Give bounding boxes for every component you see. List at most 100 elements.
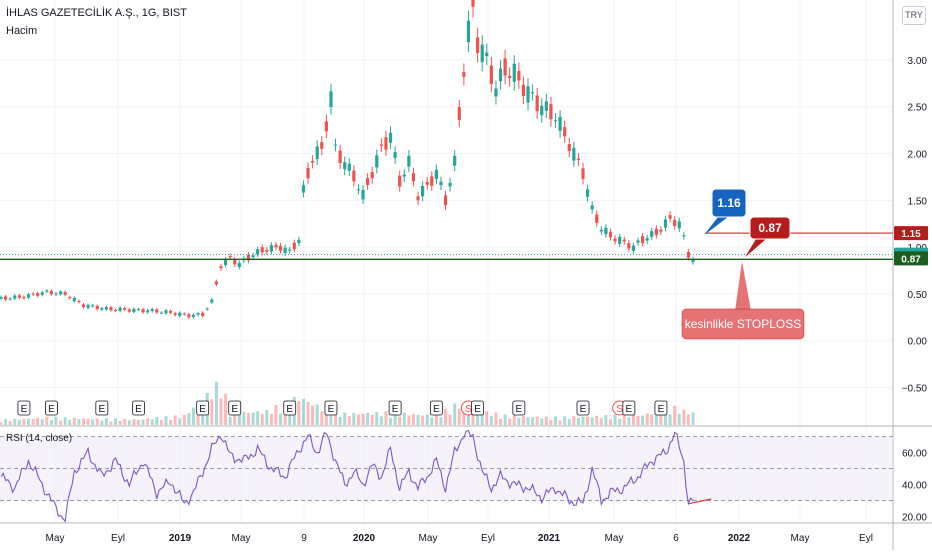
candle-body bbox=[324, 121, 328, 132]
candle-body bbox=[214, 281, 218, 285]
time-tick-label: Eyl bbox=[481, 533, 495, 544]
volume-legend[interactable]: Hacim bbox=[6, 25, 38, 37]
candle-body bbox=[466, 20, 471, 43]
earnings-marker: E bbox=[95, 400, 109, 416]
callout-red-text: 0.87 bbox=[758, 221, 782, 235]
volume-bar bbox=[26, 418, 30, 425]
candle-body bbox=[558, 116, 562, 131]
candle-body bbox=[118, 307, 122, 311]
candle-body bbox=[164, 310, 168, 314]
candle-body bbox=[434, 169, 438, 179]
callout-blue-pointer bbox=[704, 217, 728, 236]
volume-bar bbox=[462, 404, 466, 425]
volume-bar bbox=[136, 419, 140, 425]
candle-body bbox=[599, 229, 603, 232]
volume-bar bbox=[164, 416, 168, 425]
volume-bar bbox=[31, 418, 35, 425]
volume-bar bbox=[288, 407, 292, 425]
candle-body bbox=[356, 189, 361, 191]
earnings-marker: E bbox=[228, 400, 242, 416]
volume-bar bbox=[457, 408, 461, 425]
volume-bar bbox=[315, 404, 319, 425]
rsi-trendline bbox=[688, 498, 712, 505]
candle-body bbox=[95, 305, 99, 310]
volume-bar bbox=[572, 416, 576, 425]
candle-body bbox=[22, 296, 26, 299]
volume-bar bbox=[150, 419, 154, 425]
volume-bar bbox=[72, 417, 76, 425]
candle-body bbox=[485, 52, 489, 57]
candle-body bbox=[471, 0, 475, 7]
volume-bar bbox=[416, 414, 420, 425]
candle-body bbox=[489, 65, 493, 84]
volume-bar bbox=[586, 416, 590, 425]
volume-bar bbox=[361, 413, 365, 425]
candle-body bbox=[36, 293, 40, 296]
candle-body bbox=[237, 262, 241, 268]
price-badge-dark: 0.87 bbox=[894, 251, 928, 266]
candle-body bbox=[274, 244, 278, 248]
candle-body bbox=[347, 163, 351, 171]
volume-bar bbox=[306, 402, 310, 425]
volume-bar bbox=[508, 418, 512, 425]
volume-bar bbox=[613, 414, 617, 425]
volume-bar bbox=[8, 421, 12, 425]
volume-bar bbox=[233, 411, 237, 425]
earnings-marker: E bbox=[388, 400, 402, 416]
candle-body bbox=[526, 86, 530, 103]
volume-bar bbox=[375, 411, 379, 425]
symbol-legend[interactable]: İHLAS GAZETECİLİK A.Ş., 1G, BIST bbox=[6, 7, 187, 19]
volume-bar bbox=[17, 419, 21, 425]
volume-bar bbox=[210, 399, 214, 425]
volume-bar bbox=[682, 409, 686, 425]
earnings-marker-label: E bbox=[231, 404, 238, 415]
price-badge-red: 1.15 bbox=[894, 226, 928, 241]
currency-button[interactable]: TRY bbox=[902, 6, 926, 25]
volume-bar bbox=[618, 418, 622, 425]
earnings-marker-box bbox=[45, 400, 58, 416]
volume-bar bbox=[489, 416, 493, 425]
candle-body bbox=[228, 256, 232, 258]
callout-red-box bbox=[749, 216, 791, 240]
volume-bar bbox=[100, 420, 104, 425]
earnings-marker: E bbox=[132, 400, 145, 416]
rsi-legend[interactable]: RSI (14, close) bbox=[6, 433, 73, 444]
candle-body bbox=[191, 314, 196, 317]
volume-bar bbox=[0, 422, 3, 425]
volume-bar bbox=[512, 415, 516, 425]
candle-body bbox=[306, 167, 310, 179]
price-tick-label: 0.00 bbox=[908, 337, 928, 348]
earnings-marker: E bbox=[471, 400, 485, 416]
volume-bar bbox=[86, 418, 90, 425]
candle-body bbox=[72, 297, 76, 302]
candle-body bbox=[196, 313, 200, 315]
candle-body bbox=[81, 304, 86, 308]
earnings-marker-label: E bbox=[135, 404, 142, 415]
volume-bar bbox=[581, 416, 585, 425]
earnings-marker-box bbox=[388, 400, 402, 416]
volume-bar bbox=[384, 411, 388, 425]
volume-bar bbox=[407, 415, 411, 425]
time-tick-label: May bbox=[605, 533, 624, 544]
candle-body bbox=[343, 162, 347, 170]
candle-body bbox=[581, 168, 585, 179]
volume-bar bbox=[389, 417, 393, 425]
volume-bar bbox=[430, 417, 434, 425]
candle-body bbox=[563, 127, 567, 137]
volume-bar bbox=[503, 414, 507, 425]
candle-body bbox=[443, 195, 448, 206]
volume-bar bbox=[237, 414, 241, 425]
volume-bar bbox=[691, 412, 695, 425]
candle-body bbox=[608, 231, 613, 238]
candle-body bbox=[375, 155, 379, 168]
earnings-marker-box bbox=[622, 400, 636, 416]
candle-body bbox=[352, 170, 356, 182]
volume-bar bbox=[599, 418, 603, 425]
candle-body bbox=[132, 308, 136, 312]
volume-bar bbox=[641, 415, 645, 425]
candle-body bbox=[68, 297, 72, 299]
time-tick-label: Eyl bbox=[859, 533, 873, 544]
volume-bar bbox=[434, 414, 438, 425]
